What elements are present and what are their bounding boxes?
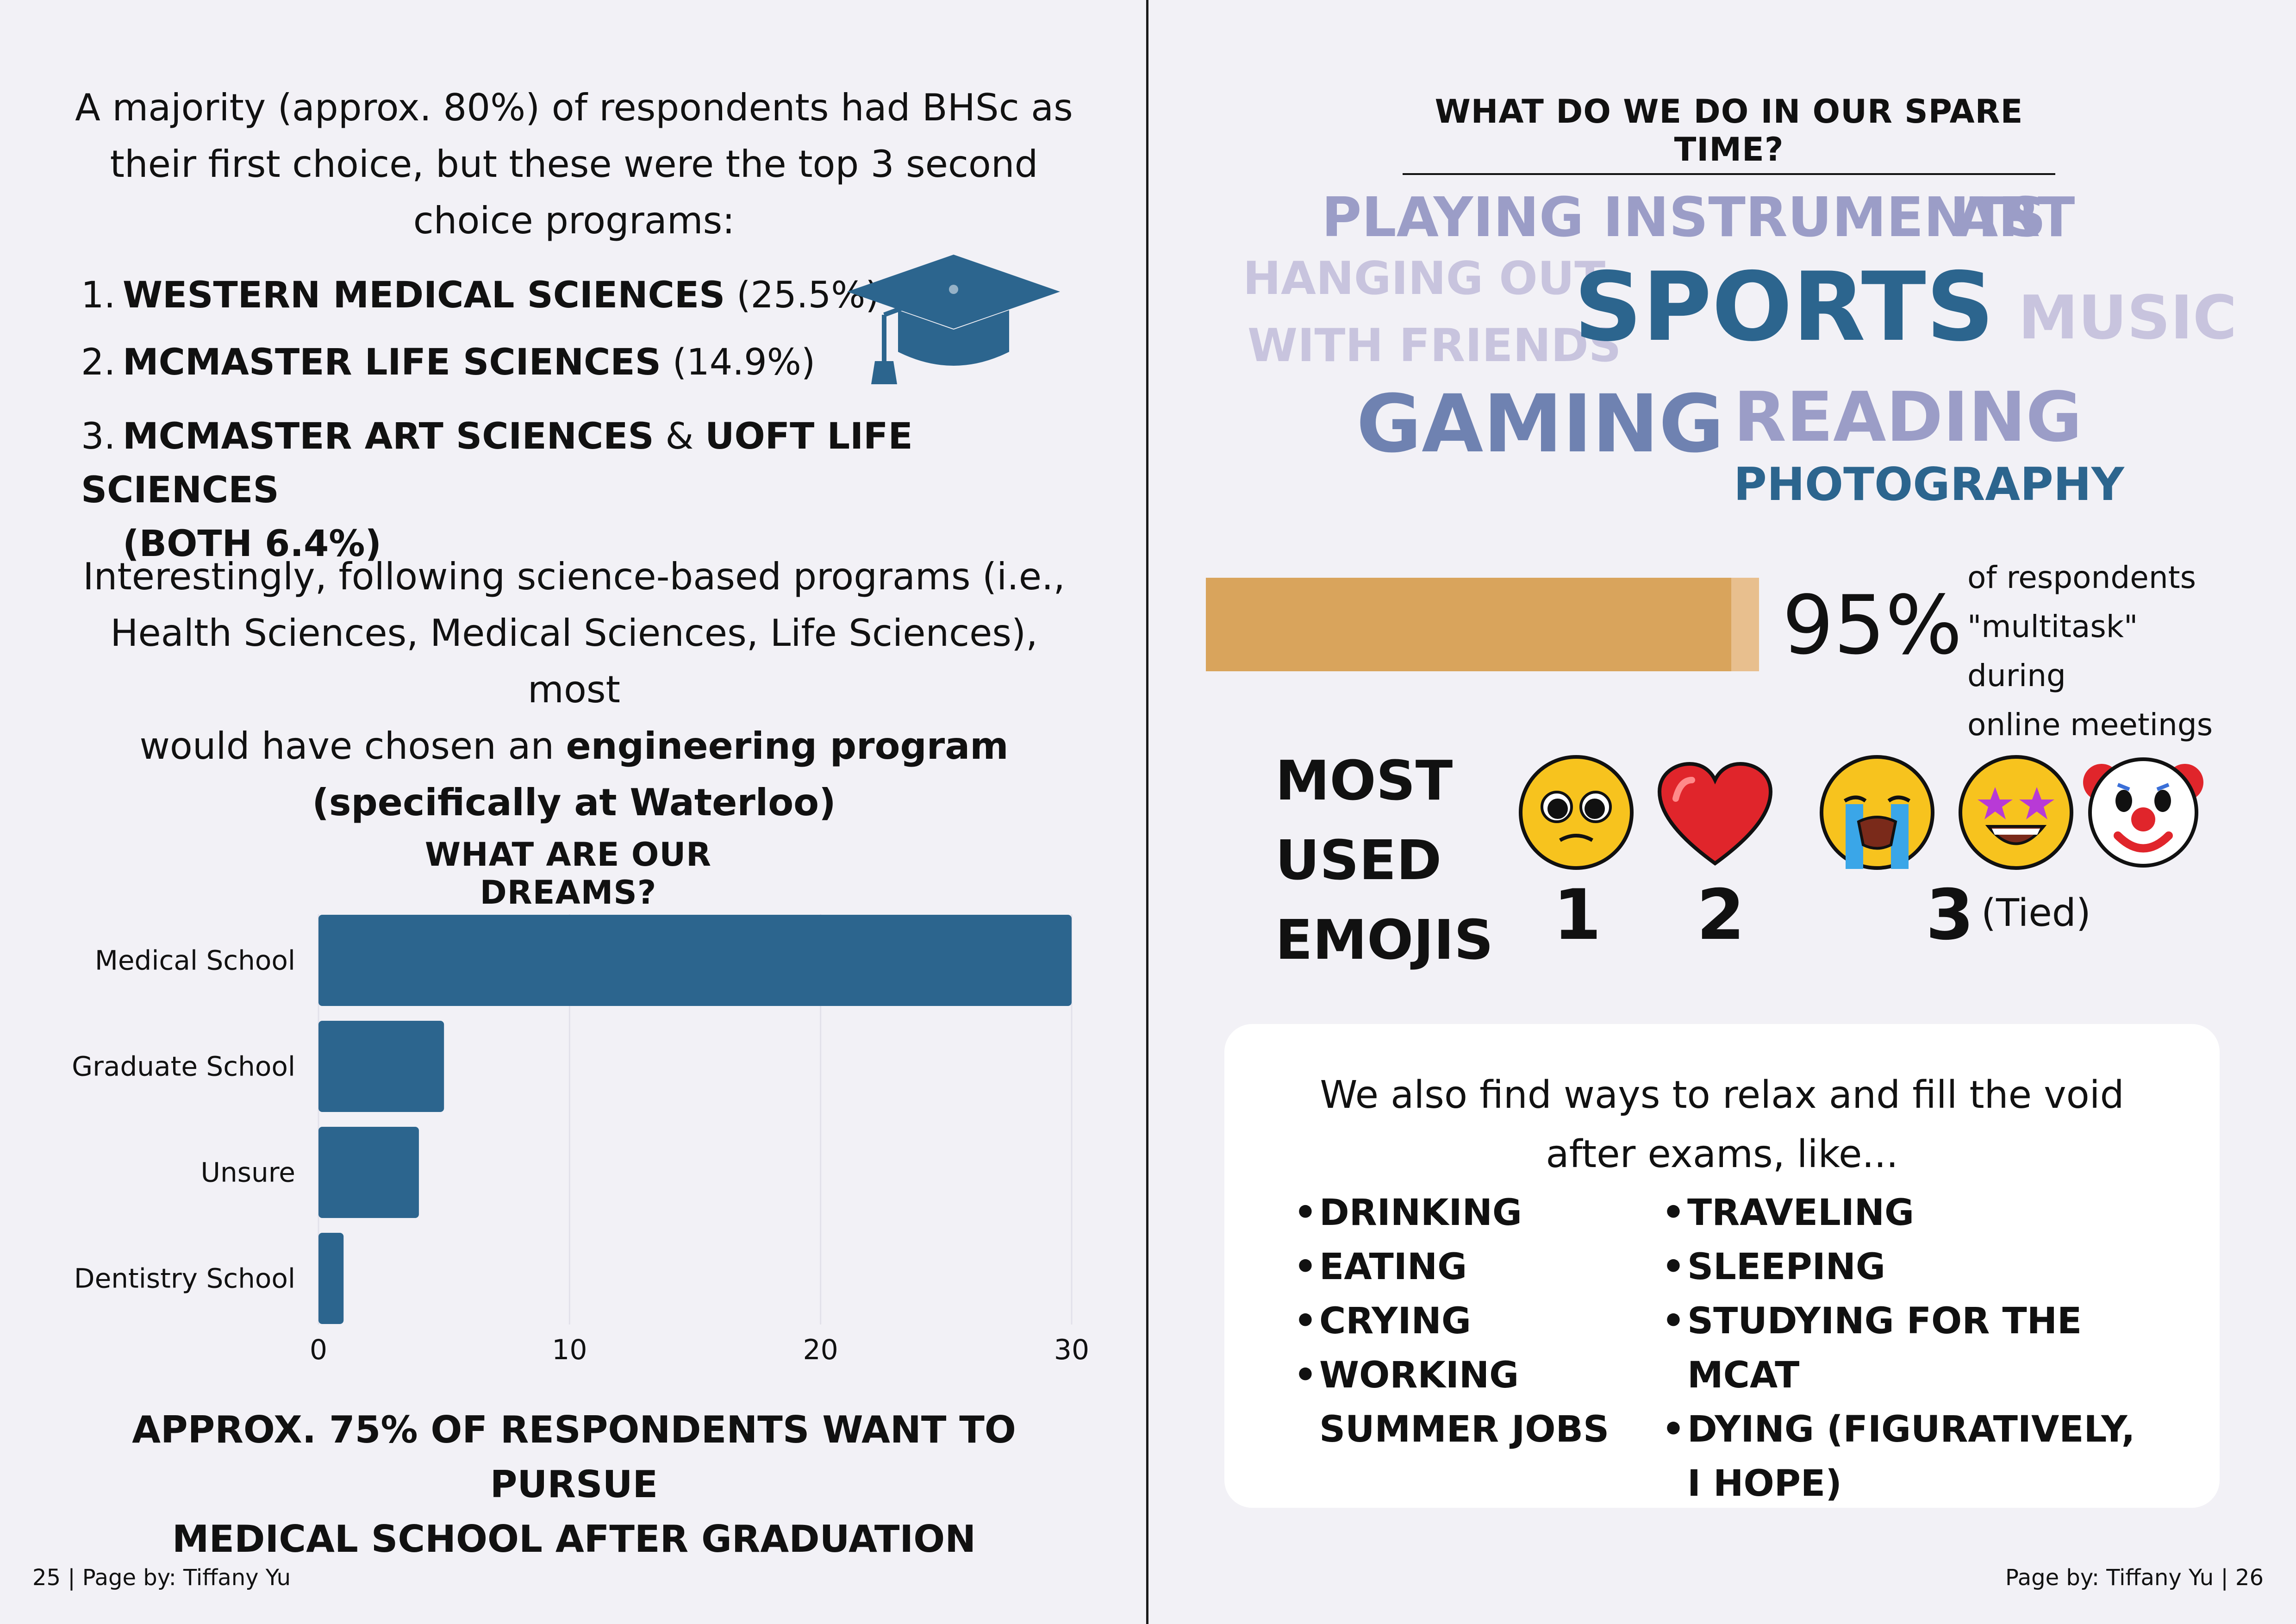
program-detail: (14.9%) xyxy=(672,342,816,383)
relax-intro-line: We also find ways to relax and fill the … xyxy=(1320,1073,2124,1117)
dreams-title: What are our dreams? xyxy=(331,836,805,918)
program-number: 3. xyxy=(81,416,116,457)
emoji-rank-3: 3 xyxy=(1926,875,1974,956)
dreams-note-line: medical school after graduation xyxy=(172,1518,976,1561)
chart-category-label: Dentistry School xyxy=(74,1263,295,1294)
star-struck-icon xyxy=(1959,755,2073,870)
word-gaming: Gaming xyxy=(1356,377,1724,470)
footer-right: Page by: Tiffany Yu | 26 xyxy=(2005,1565,2264,1591)
chart-category-label: Medical School xyxy=(95,945,295,976)
program-item-3: 3. McMaster Art Sciences & UofT Life Scie… xyxy=(81,410,1053,571)
relax-intro: We also find ways to relax and fill the … xyxy=(1224,1066,2220,1184)
red-heart-icon xyxy=(1657,762,1773,866)
relax-list-left: Drinking Eating Crying Working summer jo… xyxy=(1294,1186,1618,1457)
program-detail: (25.5%) xyxy=(736,275,880,316)
list-item: Traveling xyxy=(1662,1186,2176,1240)
interest-line: Interestingly, following science-based p… xyxy=(83,555,1065,598)
multitask-bar-fill xyxy=(1206,578,1732,671)
emoji-title-line: emojis xyxy=(1275,908,1494,972)
list-item: Dying (figuratively, I hope) xyxy=(1662,1403,2141,1511)
multitask-percent: 95% xyxy=(1782,579,1962,673)
word-reading: Reading xyxy=(1734,377,2082,457)
emoji-tied-label: (Tied) xyxy=(1981,891,2091,935)
word-with-friends: with friends xyxy=(1248,319,1622,372)
chart-bar xyxy=(318,1021,444,1112)
list-item: Working summer jobs xyxy=(1294,1349,1618,1457)
relax-list-right: Traveling Sleeping Studying for the MCAT… xyxy=(1662,1186,2176,1511)
emoji-rank-1: 1 xyxy=(1553,875,1602,956)
word-photography: Photography xyxy=(1734,458,2124,511)
word-hanging-out: Hanging out xyxy=(1243,252,1606,305)
list-item: Studying for the MCAT xyxy=(1662,1294,2176,1403)
program-name: McMaster Life Sciences xyxy=(123,342,661,383)
multitask-note: of respondents "multitask" during online… xyxy=(1967,553,2245,750)
clown-face-icon xyxy=(2083,757,2203,868)
chart-category-label: Graduate School xyxy=(72,1051,295,1082)
interest-line: Health Sciences, Medical Sciences, Life … xyxy=(110,612,1038,711)
left-page: A majority (approx. 80%) of respondents … xyxy=(0,0,1147,1624)
page-divider xyxy=(1146,0,1148,1624)
chart-bar xyxy=(318,1127,419,1218)
dreams-note: Approx. 75% of respondents want to pursu… xyxy=(69,1403,1079,1567)
chart-category-label: Unsure xyxy=(201,1157,295,1188)
relax-intro-line: after exams, like... xyxy=(1546,1132,1898,1176)
program-number: 2. xyxy=(81,342,116,383)
pleading-face-icon xyxy=(1519,755,1634,870)
program-item-1: 1. Western Medical Sciences (25.5%) xyxy=(81,269,880,322)
multitask-note-line: of respondents xyxy=(1967,560,2196,595)
emoji-title-line: used xyxy=(1275,828,1442,892)
word-music: Music xyxy=(2018,282,2237,353)
chart-tick-label: 10 xyxy=(552,1334,587,1366)
list-item: Crying xyxy=(1294,1294,1618,1349)
program-name: UofT Life Sciences xyxy=(81,416,913,511)
program-item-2: 2. McMaster Life Sciences (14.9%) xyxy=(81,336,815,389)
intro-line: their first choice, but these were the t… xyxy=(110,143,1038,186)
chart-bar xyxy=(318,1233,344,1324)
emoji-title-line: Most xyxy=(1275,749,1453,812)
multitask-note-line: online meetings xyxy=(1967,707,2213,743)
loudly-crying-face-icon xyxy=(1820,755,1934,870)
multitask-note-line: "multitask" during xyxy=(1967,609,2138,693)
emoji-rank-2: 2 xyxy=(1697,875,1745,956)
dreams-note-line: Approx. 75% of respondents want to pursu… xyxy=(132,1408,1016,1506)
interest-paragraph: Interestingly, following science-based p… xyxy=(69,549,1079,831)
multitask-bar xyxy=(1206,578,1759,671)
interest-highlight: engineering program xyxy=(566,725,1009,768)
program-conjunction: & xyxy=(665,416,694,457)
chart-tick-label: 0 xyxy=(310,1334,327,1366)
interest-text: would have chosen an xyxy=(139,725,555,768)
dreams-bar-chart: Medical School Graduate School Unsure Denti… xyxy=(72,914,1089,1366)
list-item: Drinking xyxy=(1294,1186,1618,1240)
word-sports: Sports xyxy=(1574,252,1995,362)
intro-line: choice programs: xyxy=(413,199,735,242)
chart-tick-label: 30 xyxy=(1054,1334,1089,1366)
spare-time-title: What do we do in our spare time? xyxy=(1403,93,2055,175)
intro-line: A majority (approx. 80%) of respondents … xyxy=(75,86,1073,129)
program-number: 1. xyxy=(81,275,116,316)
program-name: Western Medical Sciences xyxy=(123,275,725,316)
interest-line: (specifically at Waterloo) xyxy=(312,781,836,824)
list-item: Eating xyxy=(1294,1240,1618,1294)
emoji-title: Most used emojis xyxy=(1275,741,1493,980)
chart-tick-label: 20 xyxy=(803,1334,838,1366)
interest-line: would have chosen an engineering program xyxy=(69,718,1079,775)
program-detail: (BOTH 6.4%) xyxy=(123,523,382,565)
graduation-cap-icon xyxy=(847,255,1060,384)
list-item: Sleeping xyxy=(1662,1240,2176,1294)
intro-paragraph: A majority (approx. 80%) of respondents … xyxy=(69,80,1079,249)
word-playing-instruments: Playing Instruments xyxy=(1322,185,2046,249)
relax-card: We also find ways to relax and fill the … xyxy=(1224,1024,2220,1508)
program-name: McMaster Art Sciences xyxy=(123,416,654,457)
footer-left: 25 | Page by: Tiffany Yu xyxy=(32,1565,291,1591)
word-art: Art xyxy=(1956,185,2075,249)
chart-bar xyxy=(318,915,1072,1006)
